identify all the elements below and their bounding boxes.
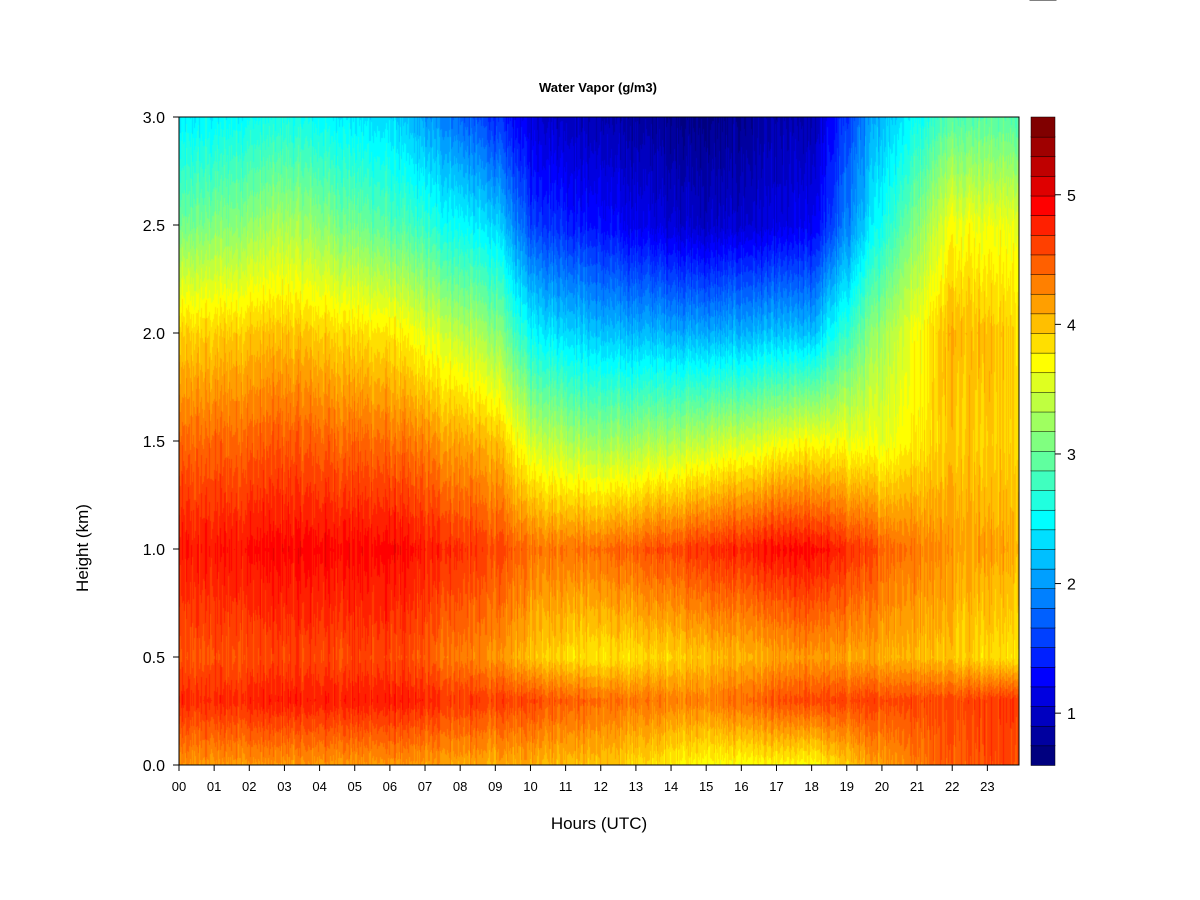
x-tick-label: 02	[242, 779, 256, 794]
x-tick-label: 16	[734, 779, 748, 794]
heatmap-image	[179, 117, 1019, 765]
y-axis-label: Height (km)	[73, 504, 92, 592]
x-tick-label: 06	[383, 779, 397, 794]
x-axis: 00 01 02 03 04 05 06 07 08 09 10 11 12 13 14 15 16 17 18 19…	[172, 765, 995, 794]
y-tick-label: 0.0	[143, 758, 165, 775]
x-tick-label: 12	[594, 779, 608, 794]
colorbar-cell	[1030, 745, 1056, 766]
x-axis-label: Hours (UTC)	[551, 814, 647, 833]
colorbar-cell	[1030, 313, 1056, 334]
y-tick-label: 1.0	[143, 542, 165, 559]
x-tick-label: 09	[488, 779, 502, 794]
colorbar-cell	[1030, 725, 1056, 747]
x-tick-label: 14	[664, 779, 678, 794]
x-tick-label: 01	[207, 779, 221, 794]
colorbar-cell	[1030, 450, 1056, 472]
x-tick-label: 05	[347, 779, 361, 794]
colorbar-cell	[1030, 234, 1056, 256]
colorbar-cell	[1030, 273, 1056, 295]
colorbar-cell	[1030, 509, 1056, 531]
colorbar-cell	[1030, 156, 1056, 177]
colorbar-cell	[1030, 686, 1056, 707]
colorbar-cell	[1030, 293, 1056, 315]
x-tick-label: 17	[769, 779, 783, 794]
x-tick-label: 10	[523, 779, 537, 794]
x-tick-label: 19	[840, 779, 854, 794]
x-tick-label: 23	[980, 779, 994, 794]
colorbar-cell	[1030, 116, 1056, 138]
colorbar-cell	[1030, 627, 1056, 648]
colorbar-cell	[1030, 646, 1056, 668]
colorbar-cell	[1030, 391, 1056, 413]
x-tick-label: 04	[312, 779, 326, 794]
colorbar-tick-label: 3	[1067, 447, 1076, 464]
colorbar-cell	[1030, 214, 1056, 236]
chart-title: Water Vapor (g/m3)	[539, 80, 657, 95]
colorbar-cell	[1030, 136, 1056, 158]
y-tick-label: 0.5	[143, 650, 165, 667]
colorbar-cell	[1030, 489, 1056, 511]
colorbar-cell	[1030, 332, 1056, 354]
colorbar-cell	[1030, 588, 1056, 609]
y-tick-label: 3.0	[143, 110, 165, 127]
colorbar-cell	[1030, 254, 1056, 275]
x-tick-label: 20	[875, 779, 889, 794]
y-tick-label: 2.0	[143, 326, 165, 343]
colorbar-tick-label: 5	[1067, 188, 1076, 205]
x-tick-label: 18	[804, 779, 818, 794]
colorbar-cell	[1030, 430, 1056, 452]
x-tick-label: 07	[418, 779, 432, 794]
colorbar-cell	[1030, 607, 1056, 629]
y-tick-label: 2.5	[143, 218, 165, 235]
x-tick-label: 22	[945, 779, 959, 794]
colorbar-cell	[1030, 195, 1056, 216]
colorbar-tick-label: 2	[1067, 577, 1076, 594]
colorbar-cell	[1030, 411, 1056, 432]
x-tick-label: 21	[910, 779, 924, 794]
colorbar-cell	[1030, 372, 1056, 393]
heatmap-plot-area	[178, 116, 1020, 766]
x-tick-label: 08	[453, 779, 467, 794]
colorbar-cell	[1030, 352, 1056, 374]
colorbar-tick-label: 4	[1067, 317, 1076, 334]
colorbar-cell	[1030, 666, 1056, 688]
colorbar-cell	[1030, 529, 1056, 550]
x-tick-label: 13	[629, 779, 643, 794]
x-tick-label: 03	[277, 779, 291, 794]
x-tick-label: 00	[172, 779, 186, 794]
colorbar-cell	[1030, 568, 1056, 590]
colorbar-cell	[1030, 175, 1056, 197]
colorbar-ticks: 1 2 3 4 5	[1055, 188, 1076, 723]
x-tick-label: 11	[559, 779, 573, 794]
y-axis: 0.0 0.5 1.0 1.5 2.0 2.5 3.0	[143, 110, 179, 775]
colorbar-tick-label: 1	[1067, 706, 1076, 723]
colorbar-cell	[1030, 470, 1056, 491]
colorbar	[1030, 116, 1056, 766]
colorbar-cell	[1030, 705, 1056, 727]
colorbar-cell	[1030, 548, 1056, 570]
x-tick-label: 15	[699, 779, 713, 794]
y-tick-label: 1.5	[143, 434, 165, 451]
